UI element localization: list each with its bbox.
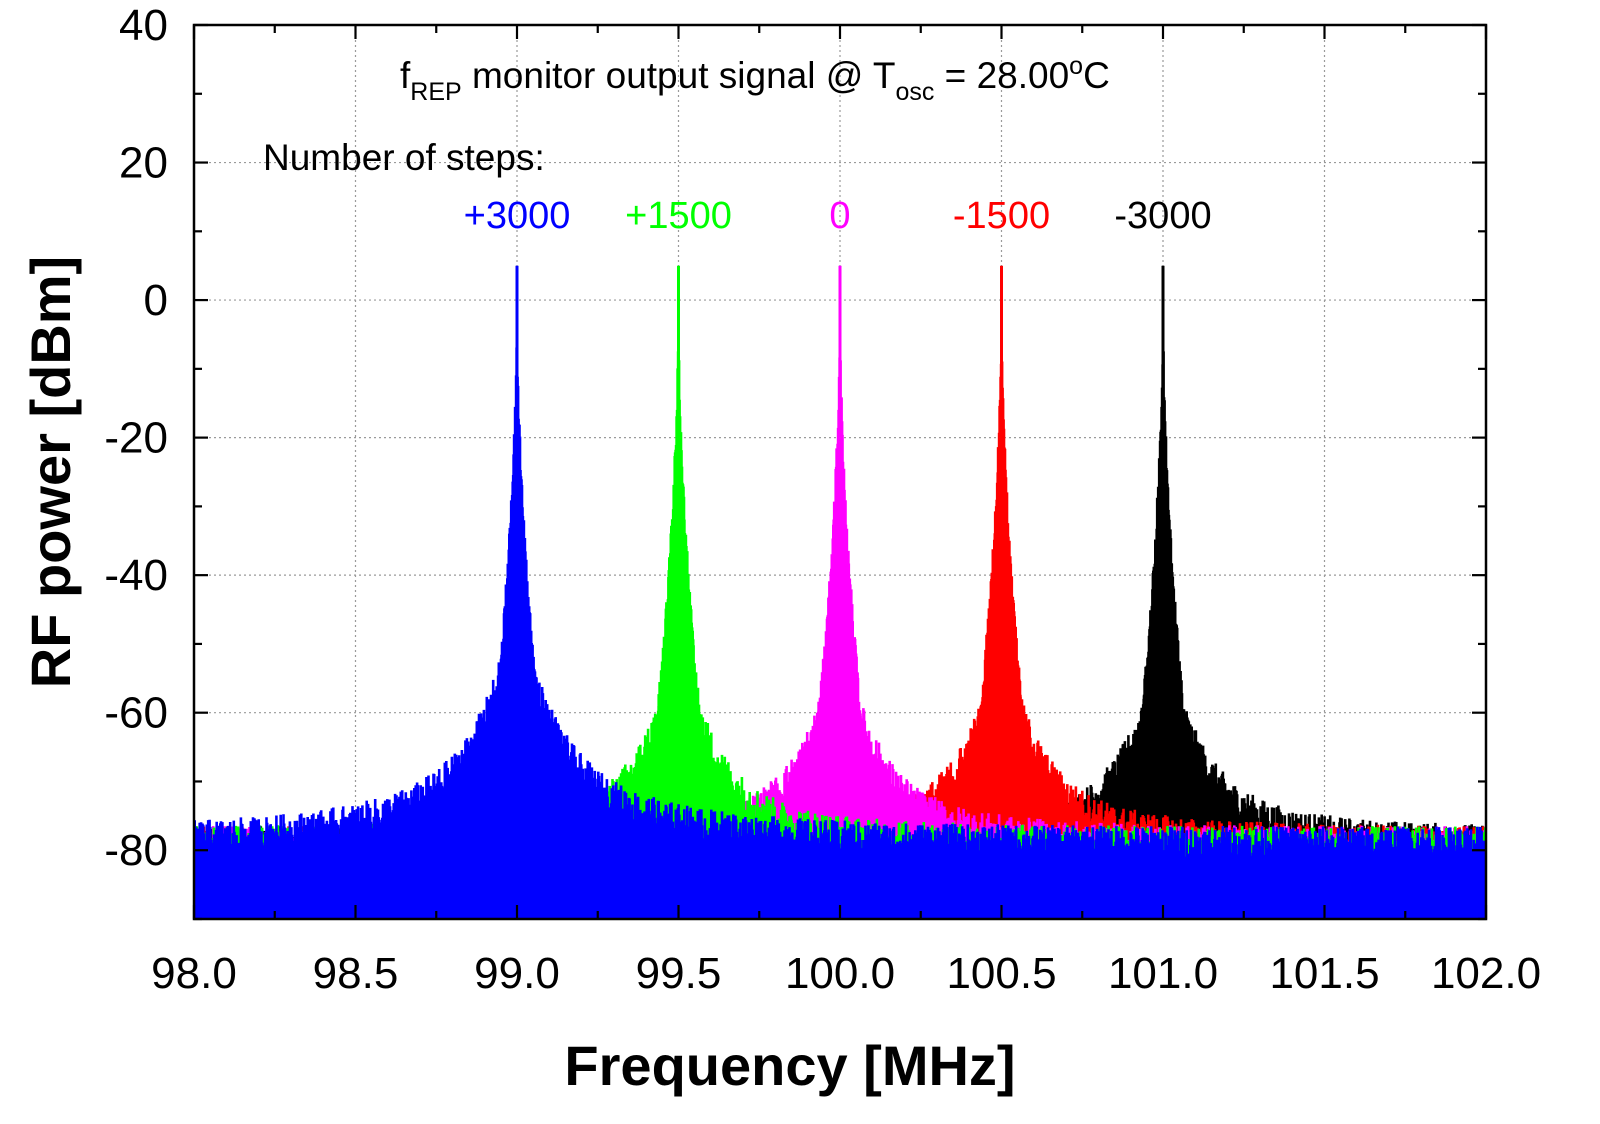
x-tick-label: 98.0 — [151, 949, 237, 998]
y-tick-label: 20 — [119, 139, 168, 188]
y-tick-label: -40 — [104, 551, 168, 600]
series-group — [194, 265, 1486, 919]
x-tick-label: 100.0 — [785, 949, 895, 998]
series-label--3000: -3000 — [1114, 195, 1211, 237]
series-peak--1500 — [974, 325, 1029, 851]
y-tick-label: 0 — [144, 276, 168, 325]
y-tick-label: -60 — [104, 689, 168, 738]
y-tick-label: -80 — [104, 826, 168, 875]
series-+3000 — [194, 265, 1486, 919]
series-label-+1500: +1500 — [625, 195, 732, 237]
x-tick-label: 101.5 — [1269, 949, 1379, 998]
x-axis-title: Frequency [MHz] — [564, 1034, 1015, 1097]
series-label--1500: -1500 — [953, 195, 1050, 237]
series-peak--3000 — [1136, 317, 1190, 851]
series-label-0: 0 — [829, 195, 850, 237]
y-tick-label: 40 — [119, 1, 168, 50]
steps-label: Number of steps: — [263, 137, 545, 178]
y-tick-label: -20 — [104, 414, 168, 463]
y-axis-title: RF power [dBm] — [19, 256, 82, 688]
chart-annotation: fREP monitor output signal @ Tosc = 28.0… — [400, 52, 1110, 106]
series-labels: +3000 +1500 0 -1500 -3000 — [464, 195, 1212, 237]
series-peak-0 — [813, 316, 867, 851]
x-tick-label: 100.5 — [946, 949, 1056, 998]
series-peak-+3000 — [490, 308, 544, 851]
x-tick-label: 101.0 — [1108, 949, 1218, 998]
x-tick-label: 102.0 — [1431, 949, 1541, 998]
series-label-+3000: +3000 — [464, 195, 571, 237]
x-tick-label: 99.0 — [474, 949, 560, 998]
x-tick-label: 98.5 — [313, 949, 399, 998]
series-noise-+3000 — [194, 643, 1486, 919]
x-tick-label: 99.5 — [636, 949, 722, 998]
ticks: 98.0 98.5 99.0 99.5 100.0 100.5 101.0 101.5 102.… — [104, 1, 1541, 998]
